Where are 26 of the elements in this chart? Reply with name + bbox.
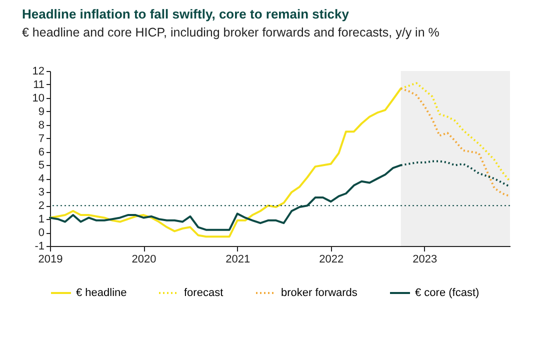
y-tick-label: 0 [38,227,44,240]
chart-title: Headline inflation to fall swiftly, core to remain sticky [22,6,350,22]
legend-label: € core (fcast) [415,287,480,299]
legend-label: € headline [76,287,127,299]
x-tick-label: 2023 [412,254,438,266]
y-tick-label: -1 [34,240,44,252]
chart-subtitle: € headline and core HICP, including broker forwards and forecasts, y/y in % [22,26,440,40]
x-tick-label: 2020 [132,254,156,266]
y-tick-label: 3 [38,186,44,199]
y-tick-label: 1 [38,214,44,226]
y-tick-label: 10 [32,92,44,104]
legend-label: broker forwards [281,287,358,299]
x-tick-label: 2019 [38,254,63,266]
y-tick-label: 12 [32,66,44,78]
y-tick-label: 8 [38,119,44,132]
y-tick-label: 2 [38,200,44,212]
legend-label: forecast [184,287,224,299]
y-tick-label: 7 [38,132,44,145]
x-tick-label: 2021 [226,254,250,266]
line-series [400,88,511,198]
y-tick-label: 11 [33,78,44,91]
y-tick-label: 5 [38,160,44,172]
y-tick-label: 9 [38,106,44,118]
y-tick-label: 6 [38,146,44,158]
y-tick-label: 4 [38,173,44,186]
x-tick-label: 2022 [319,254,344,266]
